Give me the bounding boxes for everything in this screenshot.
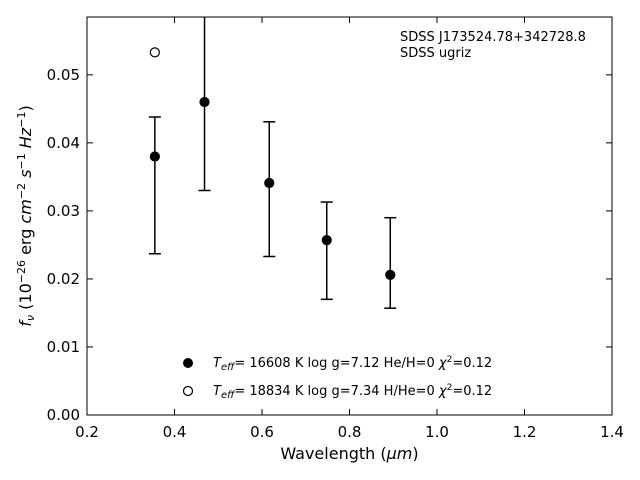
x-tick-label: 1.0 bbox=[425, 423, 449, 441]
plot-frame bbox=[86, 16, 613, 416]
data-point-filled bbox=[321, 235, 332, 246]
data-point-filled bbox=[149, 151, 160, 162]
annotation-line-1: SDSS J173524.78+342728.8 bbox=[400, 30, 586, 45]
legend-marker-filled bbox=[183, 358, 193, 368]
data-point-filled bbox=[385, 269, 396, 280]
x-tick-label: 0.4 bbox=[163, 423, 187, 441]
annotation-line-2: SDSS ugriz bbox=[400, 46, 471, 61]
legend: Teff= 16608 K log g=7.12 He/H=0 χ2=0.12 … bbox=[182, 355, 492, 401]
y-tick-label: 0.04 bbox=[47, 134, 80, 152]
y-tick-label: 0.02 bbox=[47, 270, 80, 288]
x-axis-label: Wavelength (μm) bbox=[280, 444, 418, 463]
x-tick-label: 0.8 bbox=[338, 423, 362, 441]
plot-marks bbox=[148, 17, 397, 309]
data-point-open bbox=[149, 47, 160, 58]
legend-marker-open bbox=[182, 385, 194, 397]
axis-ticks: 0.2 0.4 0.6 0.8 1.0 1.2 1.4 0.00 0.01 0.02 0.03 0.0… bbox=[47, 17, 624, 441]
x-tick-label: 0.6 bbox=[250, 423, 274, 441]
data-point-filled bbox=[199, 96, 210, 108]
y-tick-label: 0.05 bbox=[47, 66, 80, 84]
data-point-filled bbox=[264, 177, 275, 189]
legend-label-1: Teff= 16608 K log g=7.12 He/H=0 χ2=0.12 bbox=[213, 355, 492, 373]
y-tick-label: 0.00 bbox=[47, 406, 80, 424]
x-tick-label: 0.2 bbox=[75, 423, 99, 441]
x-tick-label: 1.4 bbox=[600, 423, 624, 441]
y-axis-label: fν (10−26 erg cm−2 s−1 Hz−1) bbox=[15, 105, 37, 326]
legend-label-2: Teff= 18834 K log g=7.34 H/He=0 χ2=0.12 bbox=[213, 383, 492, 401]
x-tick-label: 1.2 bbox=[513, 423, 537, 441]
y-tick-label: 0.01 bbox=[47, 338, 80, 356]
annotation: SDSS J173524.78+342728.8 SDSS ugriz bbox=[400, 30, 586, 61]
y-tick-label: 0.03 bbox=[47, 202, 80, 220]
